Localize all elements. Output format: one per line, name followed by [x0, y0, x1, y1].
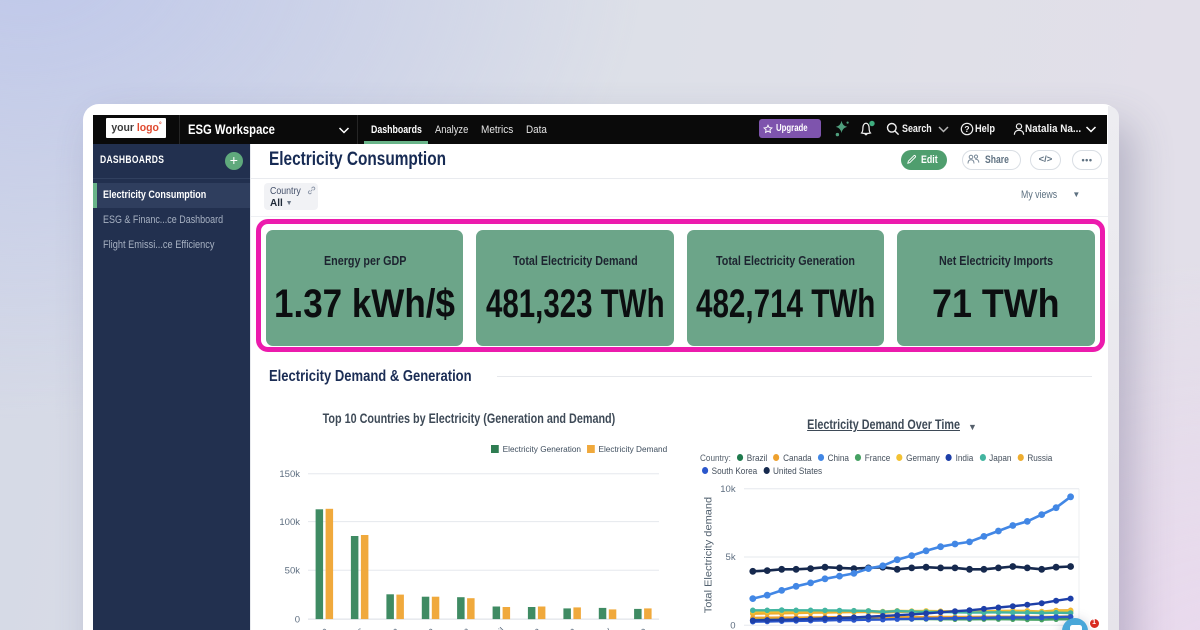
svg-text:?: ?: [964, 124, 969, 134]
